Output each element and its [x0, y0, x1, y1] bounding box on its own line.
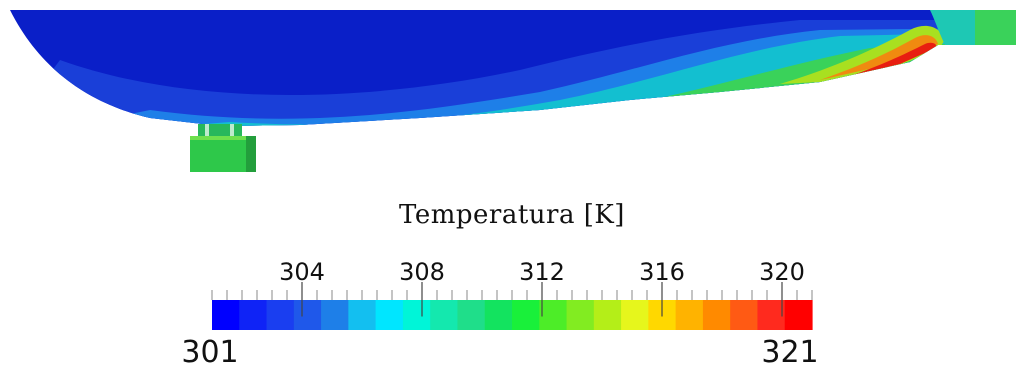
legend-title: Temperatura [K] [399, 200, 625, 230]
heat-source-block [190, 124, 256, 172]
legend-swatch [457, 300, 486, 330]
field-band-right-teal [930, 10, 975, 45]
legend-swatch [348, 300, 377, 330]
temperature-field [10, 10, 1016, 126]
legend-swatch [402, 300, 431, 330]
field-band-yellowgreen [780, 25, 945, 84]
legend-swatch [484, 300, 513, 330]
legend-tick-labels: 304 308 312 316 320 [279, 258, 805, 286]
legend-tick-label: 304 [279, 258, 325, 286]
legend-swatch [512, 300, 540, 330]
block-body [190, 136, 256, 172]
legend-tick-label: 312 [519, 258, 565, 286]
legend-swatch [266, 300, 295, 330]
legend-max-label: 321 [761, 335, 818, 369]
color-legend: 304 308 312 316 320 301 321 [181, 258, 818, 369]
legend-tick-label: 320 [759, 258, 805, 286]
legend-color-bar [212, 300, 813, 330]
block-connector-gap-2 [230, 124, 234, 138]
legend-swatch [212, 300, 240, 330]
legend-swatch [702, 300, 731, 330]
legend-swatch [539, 300, 568, 330]
legend-min-label: 301 [181, 335, 238, 369]
legend-swatch [593, 300, 622, 330]
field-band-hot [850, 42, 937, 76]
legend-major-ticks [301, 282, 783, 317]
block-side [246, 136, 256, 172]
legend-swatch [730, 300, 759, 330]
legend-swatch [784, 300, 813, 330]
field-band-orange [820, 35, 938, 80]
block-top-edge [190, 136, 256, 140]
legend-swatch [430, 300, 459, 330]
legend-swatch [321, 300, 349, 330]
legend-swatch [675, 300, 704, 330]
legend-swatch [293, 300, 322, 330]
block-connector-gap [205, 124, 209, 138]
legend-swatch [375, 300, 404, 330]
legend-swatch [621, 300, 649, 330]
legend-swatch [757, 300, 786, 330]
legend-swatch [239, 300, 268, 330]
legend-tick-label: 308 [399, 258, 445, 286]
legend-tick-label: 316 [639, 258, 685, 286]
block-connector [198, 124, 242, 138]
legend-swatch [566, 300, 595, 330]
